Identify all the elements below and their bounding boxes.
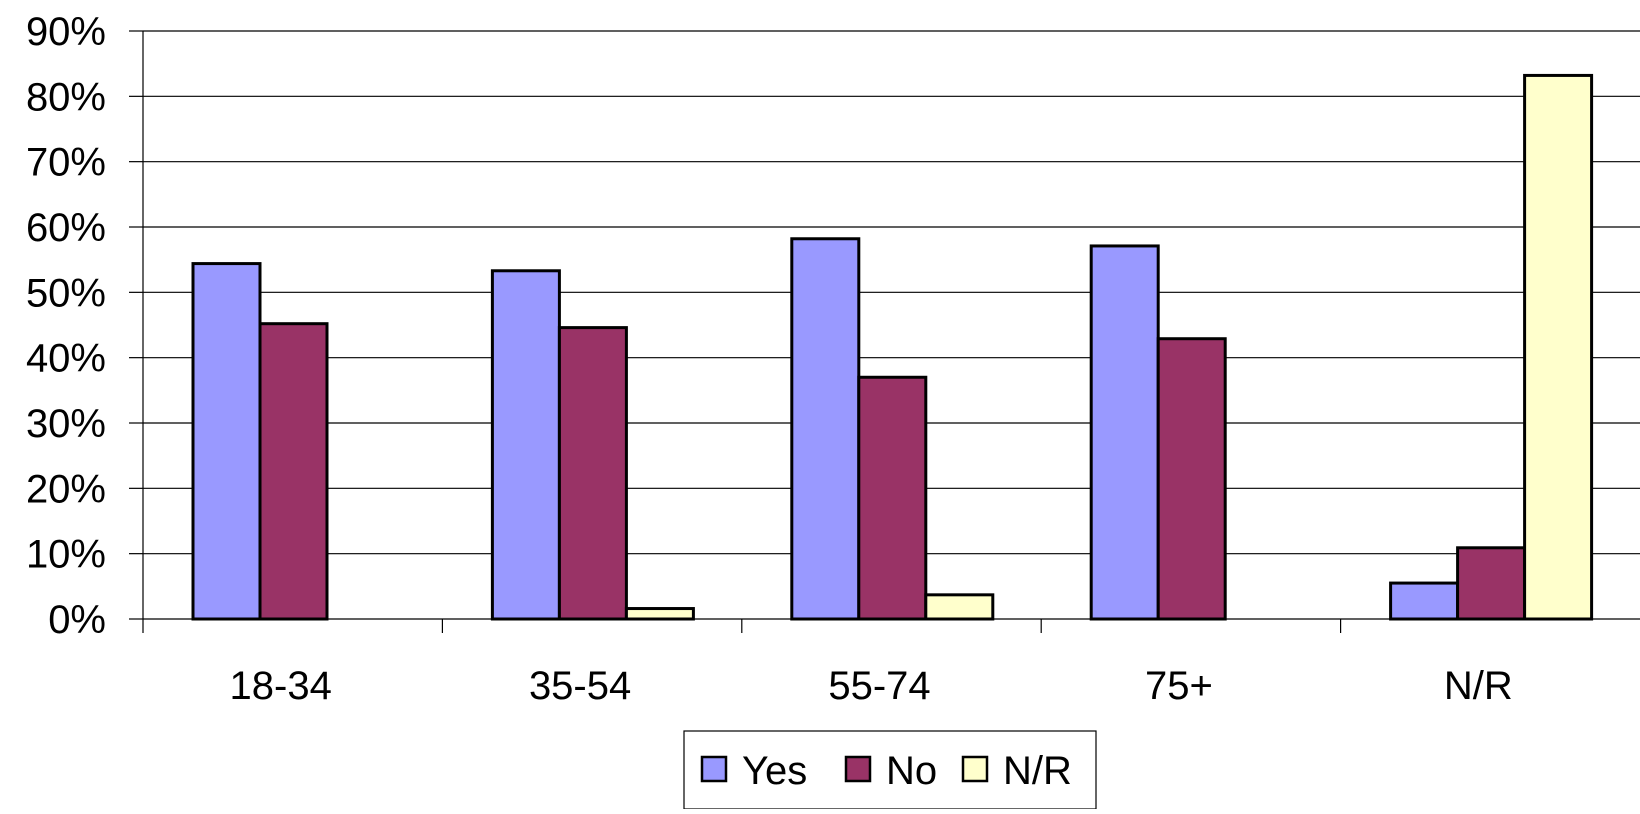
y-tick-label: 10% — [26, 533, 106, 577]
bar-yes-3554 — [490, 269, 561, 621]
x-tick-label: 75+ — [1145, 664, 1213, 708]
bar-yes-nr — [1389, 581, 1460, 621]
axes: 0% 10% 20% 30% 40% 50% 60% 70% 80% 90% 18-34 35-54 5… — [26, 10, 1640, 708]
bar-no-nr — [1456, 546, 1527, 621]
gridlines — [143, 30, 1640, 555]
y-tick-label: 60% — [26, 206, 106, 250]
legend-label: Yes — [742, 749, 807, 793]
legend: Yes No N/R — [683, 730, 1097, 810]
x-tick-label: 55-74 — [828, 664, 930, 708]
bar-no-1834 — [258, 322, 329, 621]
legend-swatch-nr — [961, 755, 989, 783]
legend-swatch-no — [844, 755, 872, 783]
y-tick-label: 70% — [26, 141, 106, 185]
bar-yes-1834 — [191, 262, 262, 621]
bar-nr-3554 — [624, 607, 695, 621]
bars — [191, 73, 1594, 621]
x-tick-label: 35-54 — [529, 664, 631, 708]
legend-swatch-yes — [700, 755, 728, 783]
legend-label: No — [886, 749, 937, 793]
y-tick-label: 80% — [26, 75, 106, 119]
legend-box — [683, 730, 1097, 810]
bar-yes-5574 — [790, 237, 861, 621]
x-tick-label: 18-34 — [230, 664, 332, 708]
y-tick-label: 30% — [26, 402, 106, 446]
bar-nr-nr — [1523, 73, 1594, 621]
bar-no-5574 — [857, 375, 928, 621]
bar-no-75 — [1156, 337, 1227, 621]
y-tick-label: 50% — [26, 271, 106, 315]
y-tick-label: 20% — [26, 467, 106, 511]
bar-yes-75 — [1089, 244, 1160, 621]
legend-label: N/R — [1003, 749, 1072, 793]
bar-nr-5574 — [924, 593, 995, 621]
y-tick-label: 90% — [26, 10, 106, 54]
y-tick-label: 0% — [48, 598, 106, 642]
x-tick-label: N/R — [1444, 664, 1513, 708]
y-tick-label: 40% — [26, 337, 106, 381]
bar-no-3554 — [557, 326, 628, 621]
